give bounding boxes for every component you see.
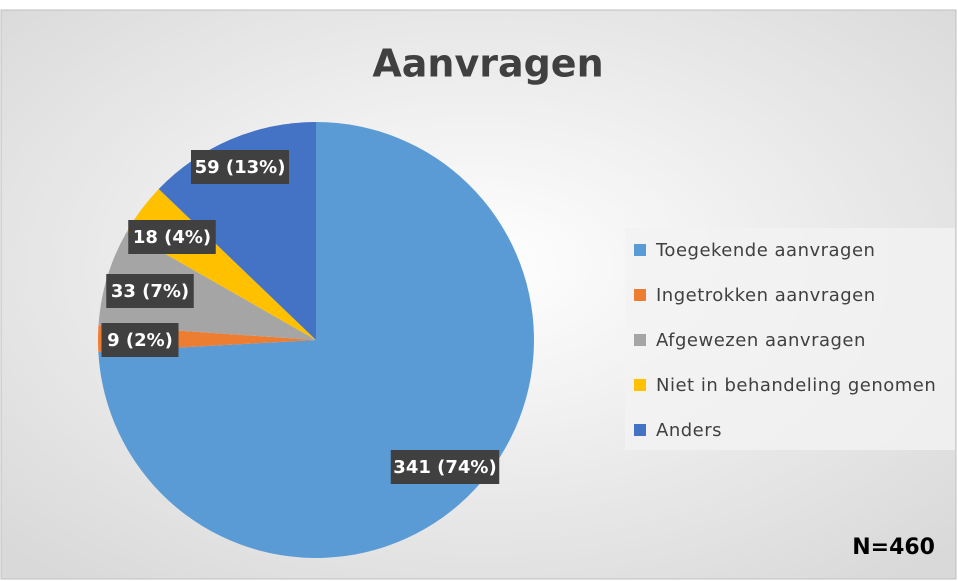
- legend-box: [625, 228, 955, 450]
- data-label: 59 (13%): [195, 157, 286, 178]
- pie-slice: [98, 231, 316, 340]
- data-label: 341 (74%): [393, 457, 496, 478]
- data-label: 33 (7%): [111, 281, 189, 302]
- data-label-box: [128, 220, 216, 254]
- legend-swatch: [634, 289, 646, 301]
- legend-label: Anders: [656, 420, 722, 441]
- data-label-box: [106, 274, 194, 308]
- annotation: N=460: [852, 535, 935, 560]
- legend-swatch: [634, 379, 646, 391]
- pie-slice: [98, 122, 535, 559]
- data-label-box: [191, 150, 289, 184]
- legend-label: Niet in behandeling genomen: [656, 375, 936, 396]
- data-label: 18 (4%): [133, 227, 211, 248]
- legend-swatch: [634, 334, 646, 346]
- data-label-box: [390, 450, 500, 484]
- legend-label: Afgewezen aanvragen: [656, 330, 866, 351]
- data-label: 9 (2%): [107, 330, 173, 351]
- legend-swatch: [634, 424, 646, 436]
- legend-label: Ingetrokken aanvragen: [656, 285, 876, 306]
- legend-swatch: [634, 244, 646, 256]
- legend-label: Toegekende aanvragen: [655, 240, 875, 261]
- data-label-box: [101, 323, 179, 357]
- chart-title: Aanvragen: [372, 42, 603, 86]
